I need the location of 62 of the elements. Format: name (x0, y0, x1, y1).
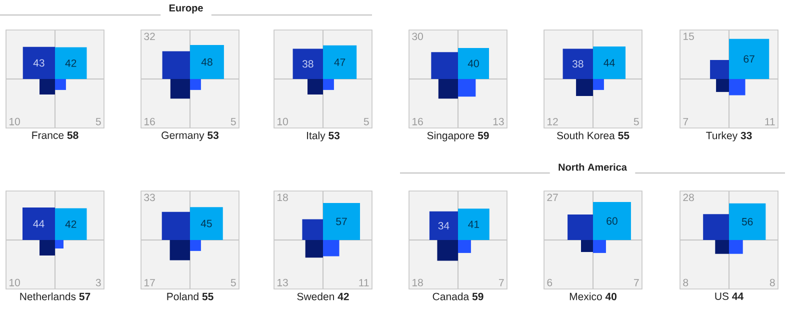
text: Germany 53 (162, 132, 218, 142)
data-label: 40 (468, 60, 479, 68)
text: South Korea 55 (557, 132, 630, 140)
data-label: 6 (547, 278, 552, 286)
data-label: 38 (302, 60, 314, 68)
data-label: 18 (278, 194, 288, 202)
text: Canada 59 (432, 292, 484, 300)
text: Singapore 59 (427, 132, 489, 142)
data-label: 44 (33, 220, 44, 228)
data-label: 60 (606, 217, 618, 225)
data-label: 42 (65, 220, 76, 228)
data-label: 5 (634, 118, 639, 126)
text: Poland 55 (167, 292, 214, 300)
data-label: 41 (468, 220, 480, 228)
data-label: 10 (9, 118, 20, 126)
data-label: 44 (604, 59, 615, 66)
data-label: 11 (359, 279, 369, 286)
data-label: 13 (493, 118, 504, 126)
data-label: 10 (9, 278, 20, 286)
data-label: 42 (65, 59, 76, 67)
data-label: 5 (96, 118, 101, 126)
data-label: 38 (572, 60, 584, 68)
data-label: 57 (336, 218, 347, 226)
data-label: 34 (438, 222, 450, 230)
data-label: 27 (547, 194, 558, 202)
data-label: 15 (684, 32, 694, 40)
data-label: 32 (144, 32, 155, 40)
data-label: 48 (201, 58, 212, 66)
data-label: 47 (334, 58, 346, 66)
data-label: 7 (683, 118, 688, 126)
data-label: 45 (200, 220, 212, 228)
text: France 58 (32, 132, 78, 139)
data-label: 12 (548, 118, 558, 126)
data-label: 10 (278, 118, 288, 126)
data-label: 5 (230, 278, 236, 286)
text: Europe (169, 4, 203, 14)
data-label: 56 (742, 218, 753, 226)
data-label: 7 (634, 279, 639, 286)
data-label: 18 (412, 278, 423, 286)
data-label: 5 (230, 118, 236, 126)
data-label: 7 (499, 279, 504, 286)
text: Netherlands 57 (20, 292, 90, 300)
data-label: 17 (144, 279, 155, 286)
data-label: 3 (96, 278, 101, 286)
text: Turkey 33 (706, 132, 752, 142)
data-label: 16 (412, 118, 423, 126)
data-label: 67 (744, 55, 754, 63)
data-label: 43 (33, 59, 44, 67)
data-label: 13 (278, 278, 288, 286)
data-label: 5 (364, 118, 369, 126)
data-label: 8 (683, 278, 688, 286)
data-label: 11 (765, 118, 775, 126)
data-label: 8 (770, 278, 775, 286)
text: North America (558, 163, 628, 171)
text: Mexico 40 (570, 292, 616, 300)
data-label: 28 (683, 194, 694, 202)
data-label: 16 (144, 118, 155, 126)
data-label: 33 (144, 194, 155, 202)
text: US 44 (715, 292, 744, 300)
text: Italy 53 (307, 132, 340, 142)
data-label: 30 (412, 32, 423, 40)
text: Sweden 42 (297, 292, 349, 300)
